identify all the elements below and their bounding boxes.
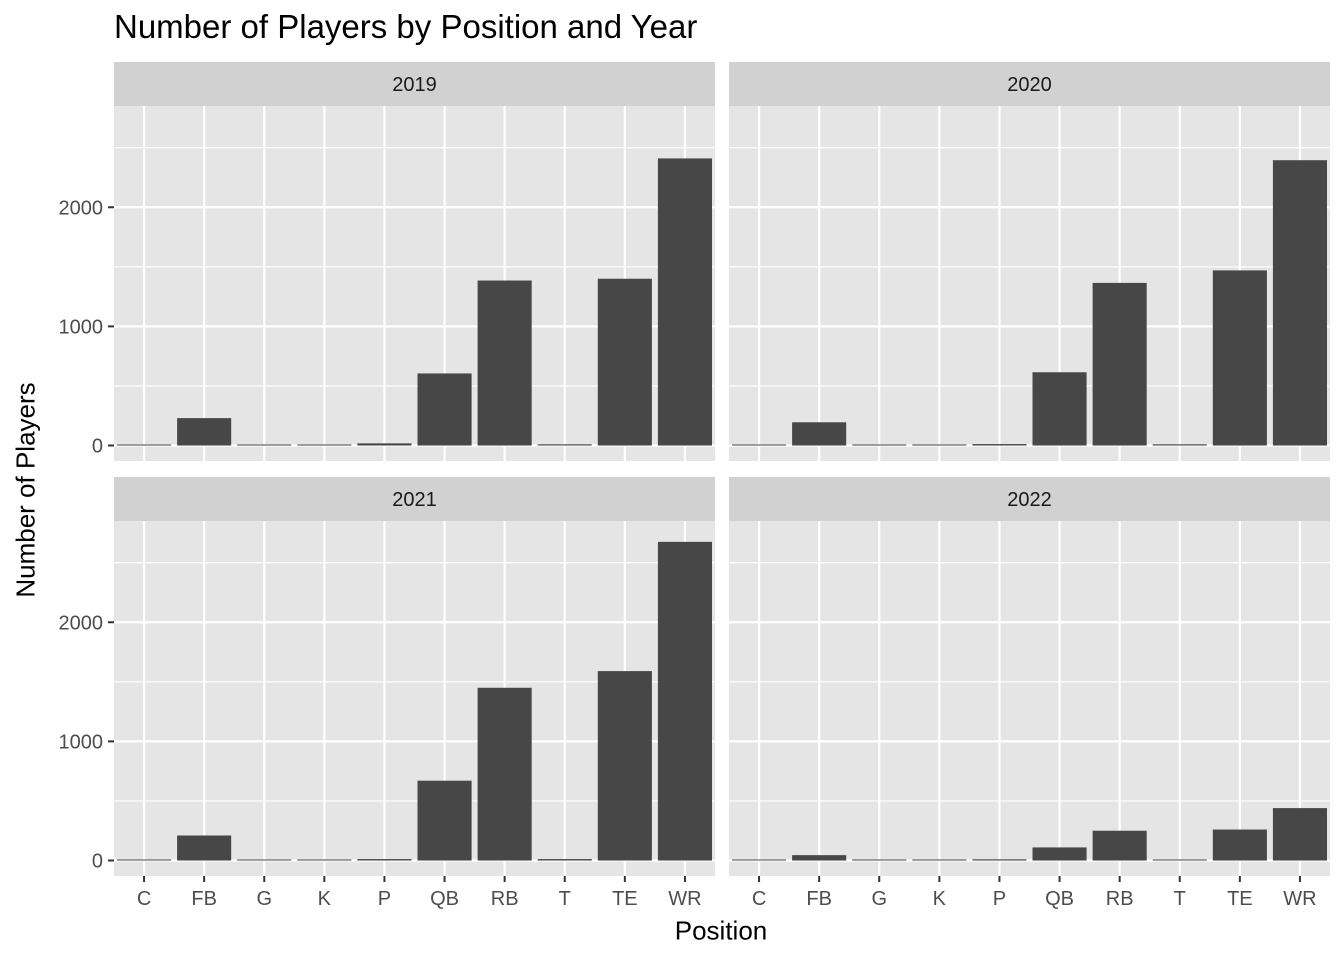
facet-label: 2022: [1007, 489, 1052, 511]
x-tick-label: FB: [191, 888, 217, 910]
x-tick-label: G: [256, 888, 272, 910]
facet-strip: [114, 62, 715, 106]
x-tick-label: K: [933, 888, 947, 910]
x-tick-label: RB: [491, 888, 519, 910]
bar-rb: [1092, 282, 1147, 446]
bar-k: [912, 859, 967, 861]
bar-te: [1212, 829, 1267, 861]
bar-c: [117, 859, 172, 861]
facet-label: 2019: [392, 74, 437, 96]
bar-qb: [1032, 372, 1087, 446]
bar-p: [357, 859, 412, 861]
bar-qb: [1032, 847, 1087, 861]
bar-p: [972, 859, 1027, 861]
x-tick-label: WR: [668, 888, 701, 910]
bar-rb: [477, 280, 532, 446]
bar-fb: [177, 835, 232, 861]
x-tick-label: K: [318, 888, 332, 910]
bar-wr: [1272, 808, 1327, 861]
facet-strip: [729, 62, 1330, 106]
x-tick-label: RB: [1106, 888, 1134, 910]
x-tick-label: FB: [806, 888, 832, 910]
bar-fb: [792, 422, 847, 446]
bar-g: [852, 444, 907, 446]
bar-t: [1152, 444, 1207, 446]
bar-k: [297, 444, 352, 446]
y-tick-label: 1000: [59, 316, 104, 338]
y-tick-label: 0: [92, 436, 103, 458]
bar-c: [732, 859, 787, 861]
x-tick-label: P: [378, 888, 391, 910]
bar-wr: [1272, 160, 1327, 446]
x-tick-label: C: [137, 888, 151, 910]
facet-strip: [729, 477, 1330, 521]
bar-p: [972, 444, 1027, 446]
facet-label: 2021: [392, 489, 437, 511]
bar-rb: [1092, 830, 1147, 861]
y-tick-label: 0: [92, 851, 103, 873]
facet-label: 2020: [1007, 74, 1052, 96]
bar-c: [732, 444, 787, 446]
x-axis-title: Position: [674, 915, 768, 946]
chart-title: Number of Players by Position and Year: [114, 8, 698, 45]
x-tick-label: P: [993, 888, 1006, 910]
x-tick-label: T: [1174, 888, 1186, 910]
x-tick-label: WR: [1283, 888, 1316, 910]
bar-g: [237, 444, 292, 446]
x-tick-label: QB: [430, 888, 459, 910]
bar-k: [912, 444, 967, 446]
bar-te: [1212, 270, 1267, 446]
x-tick-label: TE: [612, 888, 638, 910]
bar-wr: [657, 541, 712, 861]
bar-te: [597, 671, 652, 861]
bar-g: [852, 859, 907, 861]
bar-k: [297, 859, 352, 861]
bar-fb: [792, 855, 847, 861]
bar-qb: [417, 373, 472, 446]
bar-rb: [477, 687, 532, 861]
x-tick-label: TE: [1227, 888, 1253, 910]
bar-t: [1152, 859, 1207, 861]
facet-strip: [114, 477, 715, 521]
bar-p: [357, 443, 412, 446]
bar-t: [537, 444, 592, 446]
x-tick-label: T: [559, 888, 571, 910]
bar-g: [237, 859, 292, 861]
bar-qb: [417, 780, 472, 861]
bar-c: [117, 444, 172, 446]
bar-wr: [657, 158, 712, 446]
panel-background: [729, 521, 1330, 876]
y-axis-title: Number of Players: [10, 382, 41, 598]
y-tick-label: 1000: [59, 731, 104, 753]
y-tick-label: 2000: [59, 197, 104, 219]
x-tick-label: C: [752, 888, 766, 910]
bar-te: [597, 278, 652, 446]
y-tick-label: 2000: [59, 612, 104, 634]
bar-fb: [177, 418, 232, 446]
bar-t: [537, 859, 592, 861]
x-tick-label: G: [871, 888, 887, 910]
x-tick-label: QB: [1045, 888, 1074, 910]
